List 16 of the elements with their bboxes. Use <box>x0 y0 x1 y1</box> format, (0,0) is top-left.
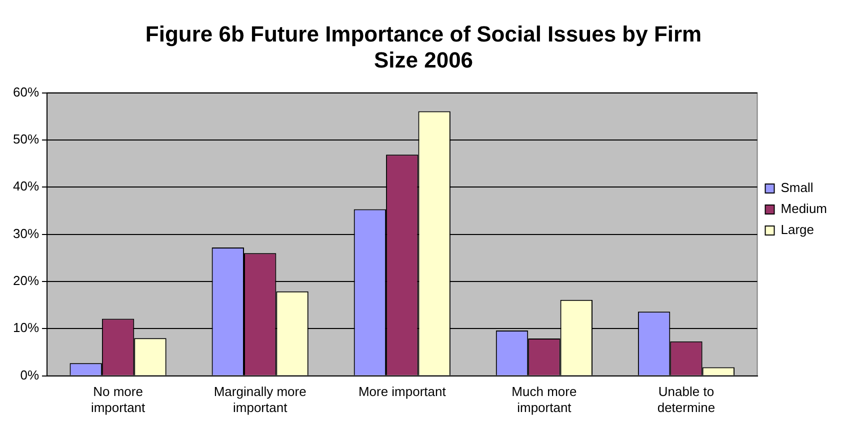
y-tick-label: 50% <box>12 132 40 147</box>
x-tick-label: More important <box>358 384 446 400</box>
x-tick-label: Marginally more important <box>214 384 306 415</box>
legend-label: Large <box>780 222 814 238</box>
x-tick-label: Unable to determine <box>657 384 716 415</box>
chart-title: Figure 6b Future Importance of Social Issues by Firm Size 2006 <box>145 21 702 73</box>
y-tick-label: 60% <box>12 84 40 100</box>
y-tick-label: 20% <box>12 273 40 288</box>
legend-label: Medium <box>780 201 828 216</box>
y-tick-label: 10% <box>12 320 40 336</box>
x-tick-label: No more important <box>90 384 146 415</box>
y-tick-label: 40% <box>12 178 40 194</box>
y-tick-label: 0% <box>20 367 40 382</box>
legend-label: Small <box>780 180 814 196</box>
y-tick-label: 30% <box>12 226 40 241</box>
x-tick-label: Much more important <box>512 384 577 415</box>
